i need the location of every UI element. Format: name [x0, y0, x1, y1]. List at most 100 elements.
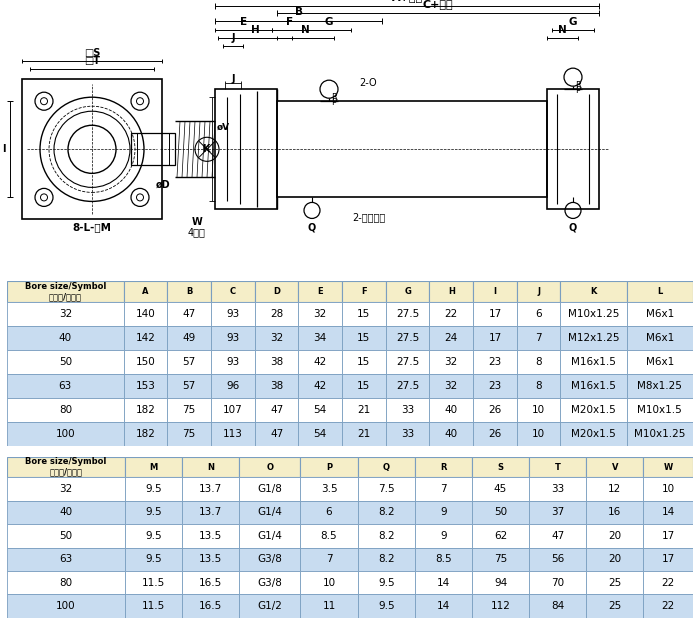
Bar	[587, 457, 643, 477]
Text: 16.5: 16.5	[199, 578, 223, 588]
Text: R: R	[440, 462, 447, 472]
Bar	[472, 548, 529, 571]
Bar	[358, 571, 415, 595]
Bar	[517, 350, 561, 374]
Bar	[358, 595, 415, 618]
Bar	[125, 595, 182, 618]
Text: 9: 9	[440, 531, 447, 541]
Text: 47: 47	[270, 429, 284, 439]
Bar	[529, 477, 587, 501]
Text: 62: 62	[494, 531, 508, 541]
Bar	[643, 477, 693, 501]
Text: F: F	[286, 17, 293, 27]
Bar	[131, 134, 175, 165]
Bar	[415, 501, 472, 524]
Bar	[182, 477, 239, 501]
Text: 15: 15	[357, 357, 370, 367]
Text: T: T	[555, 462, 561, 472]
Text: 22: 22	[662, 578, 675, 588]
Bar	[255, 350, 298, 374]
Text: 9.5: 9.5	[378, 601, 395, 611]
Text: 11: 11	[323, 601, 336, 611]
Text: 11.5: 11.5	[142, 601, 165, 611]
Bar	[587, 571, 643, 595]
Text: L: L	[657, 287, 662, 296]
Text: 57: 57	[183, 357, 196, 367]
Bar	[124, 398, 167, 422]
Bar	[7, 326, 124, 350]
Text: E: E	[240, 17, 247, 27]
Text: 8.2: 8.2	[378, 507, 395, 517]
Bar	[298, 422, 342, 446]
Bar	[211, 398, 255, 422]
Text: 12: 12	[608, 484, 622, 494]
Bar	[529, 524, 587, 548]
Text: 93: 93	[226, 309, 239, 319]
Text: I: I	[3, 144, 6, 154]
Text: 40: 40	[59, 333, 72, 343]
Text: 13.7: 13.7	[199, 484, 223, 494]
Text: A+行程: A+行程	[391, 0, 423, 2]
Text: 113: 113	[223, 429, 243, 439]
Bar	[626, 422, 693, 446]
Text: 25: 25	[608, 578, 622, 588]
Bar	[587, 501, 643, 524]
Bar	[7, 374, 124, 398]
Text: 9.5: 9.5	[378, 578, 395, 588]
Text: 6: 6	[536, 309, 542, 319]
Bar	[298, 281, 342, 302]
Bar	[473, 422, 517, 446]
Bar	[342, 302, 386, 326]
Text: M16x1.5: M16x1.5	[571, 357, 616, 367]
Text: □T: □T	[84, 56, 100, 66]
Text: 93: 93	[226, 357, 239, 367]
Bar	[7, 524, 125, 548]
Bar	[342, 422, 386, 446]
Bar	[561, 398, 626, 422]
Text: 24: 24	[444, 333, 458, 343]
Bar	[255, 398, 298, 422]
Bar	[277, 101, 547, 197]
Text: 27.5: 27.5	[396, 333, 419, 343]
Text: 8: 8	[536, 381, 542, 391]
Bar	[7, 398, 124, 422]
Text: 10: 10	[532, 405, 545, 415]
Text: 54: 54	[314, 405, 327, 415]
Text: 33: 33	[401, 429, 414, 439]
Text: Bore size/Symbol
（内径/符号）: Bore size/Symbol （内径/符号）	[25, 281, 106, 301]
Text: G1/4: G1/4	[258, 507, 282, 517]
Text: M: M	[150, 462, 158, 472]
Bar	[255, 422, 298, 446]
Text: 34: 34	[314, 333, 327, 343]
Text: 32: 32	[59, 309, 72, 319]
Text: 17: 17	[662, 531, 675, 541]
Bar	[182, 457, 239, 477]
Bar	[472, 524, 529, 548]
Text: 25: 25	[608, 601, 622, 611]
Text: 47: 47	[183, 309, 196, 319]
Text: 49: 49	[183, 333, 196, 343]
Bar	[386, 350, 429, 374]
Bar	[215, 89, 277, 210]
Text: 27.5: 27.5	[396, 309, 419, 319]
Bar	[182, 548, 239, 571]
Bar	[643, 571, 693, 595]
Bar	[517, 326, 561, 350]
Bar	[124, 281, 167, 302]
Bar	[124, 326, 167, 350]
Bar	[415, 524, 472, 548]
Bar	[124, 374, 167, 398]
Text: N: N	[301, 25, 310, 35]
Text: J: J	[231, 74, 234, 84]
Bar	[167, 398, 211, 422]
Text: 21: 21	[357, 405, 370, 415]
Bar	[211, 350, 255, 374]
Text: 32: 32	[60, 484, 73, 494]
Bar	[587, 548, 643, 571]
Text: 54: 54	[314, 429, 327, 439]
Text: 32: 32	[314, 309, 327, 319]
Text: 107: 107	[223, 405, 243, 415]
Bar	[561, 374, 626, 398]
Bar	[255, 302, 298, 326]
Text: 37: 37	[551, 507, 564, 517]
